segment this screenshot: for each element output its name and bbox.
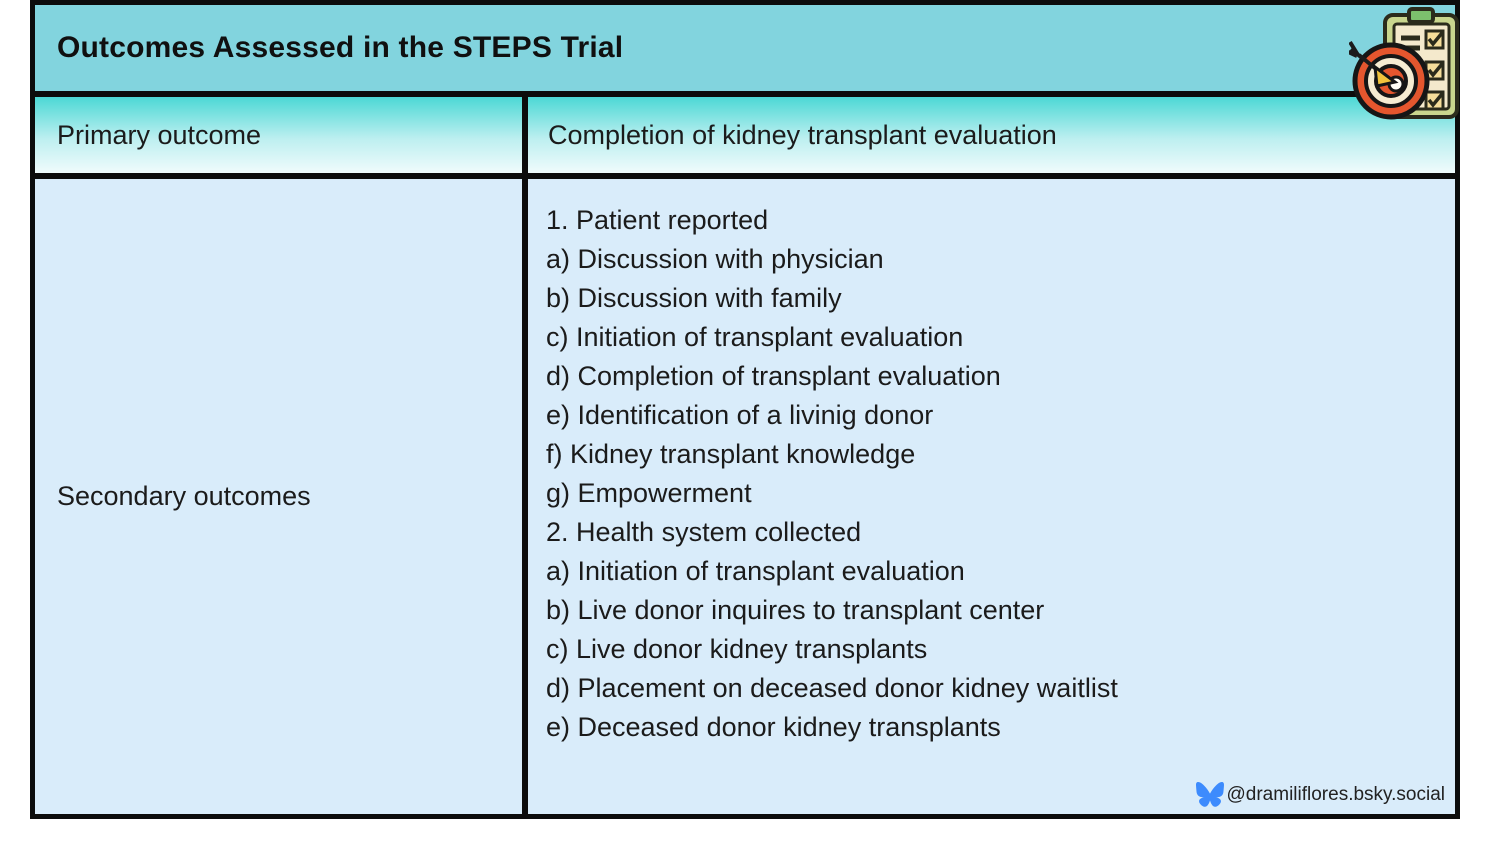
page-title: Outcomes Assessed in the STEPS Trial — [57, 31, 624, 64]
attribution: @dramiliflores.bsky.social — [1195, 782, 1446, 807]
list-item: g) Empowerment — [546, 478, 752, 508]
list-item: b) Live donor inquires to transplant cen… — [546, 595, 1045, 625]
secondary-outcomes-label-cell: Secondary outcomes — [35, 179, 528, 814]
list-item: a) Initiation of transplant evaluation — [546, 556, 965, 586]
list-item: 1. Patient reported — [546, 205, 769, 235]
list-item: d) Placement on deceased donor kidney wa… — [546, 673, 1118, 703]
primary-outcome-value: Completion of kidney transplant evaluati… — [548, 119, 1057, 150]
attribution-handle: @dramiliflores.bsky.social — [1226, 783, 1446, 805]
list-item: a) Discussion with physician — [546, 244, 884, 274]
list-item: 2. Health system collected — [546, 517, 862, 547]
secondary-outcomes-list: 1. Patient reported a) Discussion with p… — [528, 179, 1455, 814]
list-item: f) Kidney transplant knowledge — [546, 439, 916, 469]
primary-outcome-value-cell: Completion of kidney transplant evaluati… — [528, 97, 1455, 173]
list-item: c) Live donor kidney transplants — [546, 634, 928, 664]
primary-outcome-label: Primary outcome — [57, 119, 262, 150]
secondary-outcomes-row: Secondary outcomes 1. Patient reported a… — [35, 179, 1455, 814]
primary-outcome-row: Primary outcome Completion of kidney tra… — [35, 97, 1455, 179]
clipboard-target-icon — [1345, 7, 1461, 127]
table-header-row: Outcomes Assessed in the STEPS Trial — [35, 5, 1455, 97]
outcomes-table: Outcomes Assessed in the STEPS Trial Pri… — [30, 0, 1460, 819]
list-item: b) Discussion with family — [546, 283, 842, 313]
list-item: e) Identification of a livinig donor — [546, 400, 934, 430]
bluesky-butterfly-icon — [1195, 782, 1224, 807]
list-item: d) Completion of transplant evaluation — [546, 361, 1001, 391]
list-item: c) Initiation of transplant evaluation — [546, 322, 964, 352]
list-item: e) Deceased donor kidney transplants — [546, 712, 1001, 742]
primary-outcome-label-cell: Primary outcome — [35, 97, 528, 173]
secondary-outcomes-label: Secondary outcomes — [57, 481, 311, 511]
